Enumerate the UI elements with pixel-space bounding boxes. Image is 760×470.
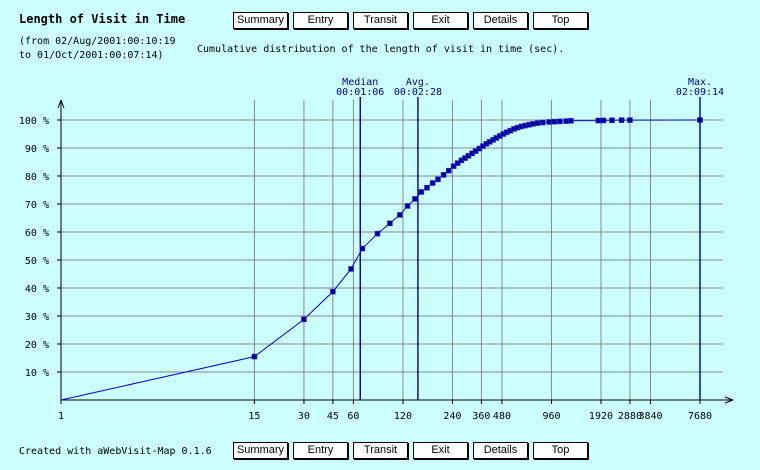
y-tick-label: 60 % [25,228,49,239]
data-point [618,117,625,123]
data-point [404,203,411,209]
annotation-label: Median [342,77,378,88]
transit-button[interactable]: Transit [353,442,408,459]
y-axis-arrow [57,99,65,109]
data-point [412,196,418,202]
y-tick-label: 30 % [25,312,49,323]
date-to: to 01/Oct/2001:00:07:14) [19,50,164,61]
entry-button[interactable]: Entry [293,12,348,29]
entry-button[interactable]: Entry [293,442,348,459]
top-button[interactable]: Top [533,12,588,29]
data-point [251,353,258,360]
data-point [539,119,546,126]
y-tick-label: 80 % [25,172,49,183]
data-point [424,184,430,191]
x-tick-label: 360 [472,411,490,422]
data-point [330,288,336,295]
details-button[interactable]: Details [473,442,528,459]
data-point [387,220,393,227]
annotation-label: Max. [688,77,712,88]
summary-button[interactable]: Summary [233,12,288,29]
data-point [418,189,425,195]
y-tick-label: 90 % [25,144,49,155]
x-tick-label: 1 [58,411,64,422]
y-tick-label: 40 % [25,284,49,295]
data-point [609,117,615,124]
exit-button[interactable]: Exit [413,442,468,459]
x-tick-label: 480 [493,411,511,422]
details-button[interactable]: Details [473,12,528,29]
x-tick-label: 60 [347,411,359,422]
data-point [397,212,403,218]
page-title: Length of Visit in Time [19,12,186,26]
data-point [374,230,381,237]
data-point [563,118,570,124]
y-tick-label: 50 % [25,256,49,267]
data-point [348,266,354,272]
x-tick-label: 2880 [618,411,642,422]
data-point [557,118,563,125]
data-point [568,118,574,124]
y-tick-label: 20 % [25,340,49,351]
x-tick-label: 1920 [589,411,613,422]
x-tick-label: 120 [394,411,412,422]
x-tick-label: 45 [327,411,339,422]
x-tick-label: 3840 [638,411,662,422]
data-point [435,176,441,183]
summary-button[interactable]: Summary [233,442,288,459]
data-point [301,316,307,323]
annotation-value: 00:02:28 [394,87,442,98]
annotation-value: 02:09:14 [676,87,724,98]
data-point [359,245,366,252]
annotation-label: Avg. [406,77,430,88]
x-tick-label: 7680 [688,411,712,422]
x-tick-label: 30 [298,411,310,422]
x-tick-label: 240 [443,411,461,422]
data-point [697,117,703,123]
data-point [551,118,558,125]
exit-button[interactable]: Exit [413,12,468,29]
footer-credit: Created with aWebVisit-Map 0.1.6 [19,446,212,457]
y-tick-label: 70 % [25,200,49,211]
data-point [445,167,452,174]
data-point [534,120,541,126]
x-tick-label: 15 [248,411,260,422]
transit-button[interactable]: Transit [353,12,408,29]
date-range: (from 02/Aug/2001:00:10:19 to 01/Oct/200… [19,35,176,63]
chart-description: Cumulative distribution of the length of… [197,44,565,55]
data-point [530,121,536,127]
annotation-value: 00:01:06 [336,87,384,98]
data-point [440,172,447,178]
data-point [595,117,602,124]
x-tick-label: 960 [542,411,560,422]
date-from: (from 02/Aug/2001:00:10:19 [19,36,176,47]
data-point [627,117,633,123]
data-point [450,163,457,169]
data-point [546,119,553,125]
y-tick-label: 10 % [25,368,49,379]
data-point [600,117,607,124]
top-button[interactable]: Top [533,442,588,459]
data-point [429,180,436,186]
y-tick-label: 100 % [19,116,49,127]
x-axis-arrow [724,396,734,404]
